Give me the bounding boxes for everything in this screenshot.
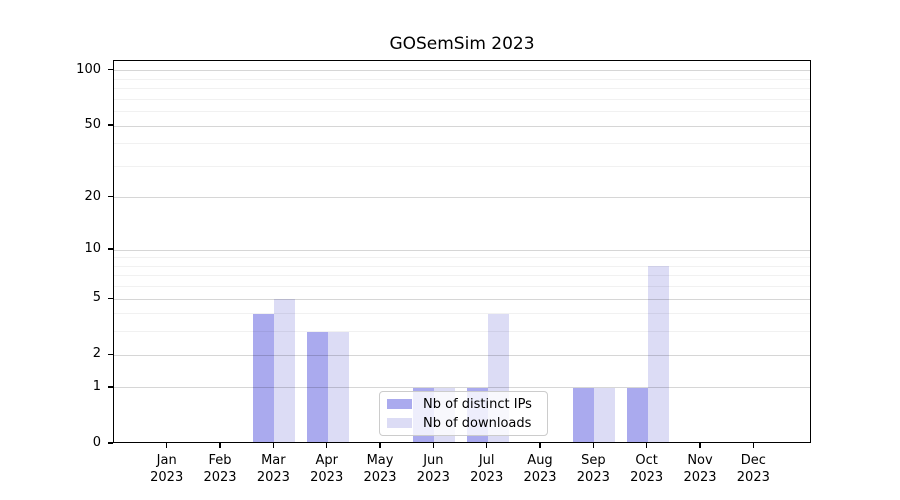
x-tick-label-jan: Jan 2023 bbox=[137, 452, 197, 486]
x-tick-mark-jan bbox=[166, 443, 168, 448]
legend-item-downloads: Nb of downloads bbox=[387, 416, 540, 431]
y-tick-mark-5 bbox=[108, 297, 113, 299]
x-tick-year: 2023 bbox=[736, 470, 770, 485]
bar-downloads-apr bbox=[327, 331, 349, 442]
y-tick-label-50: 50 bbox=[84, 117, 101, 133]
x-tick-month: Dec bbox=[740, 453, 766, 468]
x-tick-year: 2023 bbox=[256, 470, 290, 485]
x-tick-mark-dec bbox=[752, 443, 754, 448]
x-tick-label-may: May 2023 bbox=[350, 452, 410, 486]
y-tick-label-1: 1 bbox=[92, 378, 101, 394]
x-tick-mark-apr bbox=[326, 443, 328, 448]
x-tick-year: 2023 bbox=[630, 470, 664, 485]
x-tick-year: 2023 bbox=[683, 470, 717, 485]
x-tick-mark-may bbox=[379, 443, 381, 448]
legend-swatch-distinct-ips bbox=[387, 399, 412, 409]
y-tick-mark-10 bbox=[108, 248, 113, 250]
legend-label-downloads: Nb of downloads bbox=[423, 415, 532, 431]
x-tick-mark-sep bbox=[592, 443, 594, 448]
legend-label-distinct-ips: Nb of distinct IPs bbox=[423, 396, 532, 412]
x-tick-mark-aug bbox=[539, 443, 541, 448]
x-tick-mark-jun bbox=[432, 443, 434, 448]
x-tick-month: Nov bbox=[687, 453, 713, 468]
x-tick-label-dec: Dec 2023 bbox=[723, 452, 783, 486]
y-tick-mark-1 bbox=[108, 386, 113, 388]
x-tick-label-apr: Apr 2023 bbox=[297, 452, 357, 486]
x-tick-mark-feb bbox=[219, 443, 221, 448]
x-tick-year: 2023 bbox=[203, 470, 237, 485]
x-tick-month: Mar bbox=[261, 453, 286, 468]
x-tick-label-aug: Aug 2023 bbox=[510, 452, 570, 486]
y-tick-mark-2 bbox=[108, 353, 113, 355]
bar-downloads-mar bbox=[274, 299, 296, 442]
y-tick-mark-20 bbox=[108, 196, 113, 198]
y-tick-label-0: 0 bbox=[92, 435, 101, 450]
x-tick-month: Apr bbox=[315, 453, 338, 468]
legend: Nb of distinct IPs Nb of downloads bbox=[379, 391, 548, 436]
y-tick-label-5: 5 bbox=[92, 290, 101, 306]
bar-distinct-ips-mar bbox=[253, 313, 275, 442]
y-tick-label-10: 10 bbox=[84, 241, 101, 257]
x-tick-year: 2023 bbox=[576, 470, 610, 485]
x-tick-mark-nov bbox=[699, 443, 701, 448]
y-tick-mark-0 bbox=[108, 442, 113, 444]
x-tick-year: 2023 bbox=[363, 470, 397, 485]
x-tick-label-feb: Feb 2023 bbox=[190, 452, 250, 486]
x-tick-year: 2023 bbox=[310, 470, 344, 485]
x-tick-month: May bbox=[366, 453, 394, 468]
bar-distinct-ips-oct bbox=[626, 387, 648, 442]
x-tick-mark-mar bbox=[272, 443, 274, 448]
legend-swatch-downloads bbox=[387, 418, 412, 428]
x-tick-label-nov: Nov 2023 bbox=[670, 452, 730, 486]
x-tick-month: Jul bbox=[478, 453, 495, 468]
y-tick-mark-50 bbox=[108, 124, 113, 126]
bar-distinct-ips-apr bbox=[306, 331, 328, 442]
x-tick-label-sep: Sep 2023 bbox=[563, 452, 623, 486]
x-tick-label-jul: Jul 2023 bbox=[457, 452, 517, 486]
x-tick-month: Oct bbox=[635, 453, 658, 468]
x-tick-year: 2023 bbox=[416, 470, 450, 485]
x-tick-month: Sep bbox=[581, 453, 606, 468]
y-tick-mark-100 bbox=[108, 69, 113, 71]
bar-distinct-ips-sep bbox=[573, 387, 595, 442]
bar-downloads-sep bbox=[594, 387, 616, 442]
x-tick-year: 2023 bbox=[470, 470, 504, 485]
y-tick-label-100: 100 bbox=[76, 61, 101, 77]
y-tick-label-20: 20 bbox=[84, 188, 101, 204]
bars-layer bbox=[114, 61, 810, 442]
legend-item-distinct-ips: Nb of distinct IPs bbox=[387, 397, 540, 412]
x-tick-year: 2023 bbox=[523, 470, 557, 485]
x-tick-label-mar: Mar 2023 bbox=[243, 452, 303, 486]
bar-downloads-oct bbox=[647, 266, 669, 442]
x-tick-year: 2023 bbox=[150, 470, 184, 485]
x-tick-month: Aug bbox=[527, 453, 553, 468]
y-tick-label-2: 2 bbox=[92, 346, 101, 362]
x-tick-month: Jan bbox=[156, 453, 177, 468]
plot-area: Nb of distinct IPs Nb of downloads bbox=[113, 60, 811, 443]
x-tick-month: Feb bbox=[208, 453, 232, 468]
chart-title: GOSemSim 2023 bbox=[389, 34, 535, 54]
x-tick-label-oct: Oct 2023 bbox=[617, 452, 677, 486]
x-tick-label-jun: Jun 2023 bbox=[403, 452, 463, 486]
x-tick-month: Jun bbox=[423, 453, 444, 468]
x-tick-mark-jul bbox=[486, 443, 488, 448]
x-tick-mark-oct bbox=[646, 443, 648, 448]
